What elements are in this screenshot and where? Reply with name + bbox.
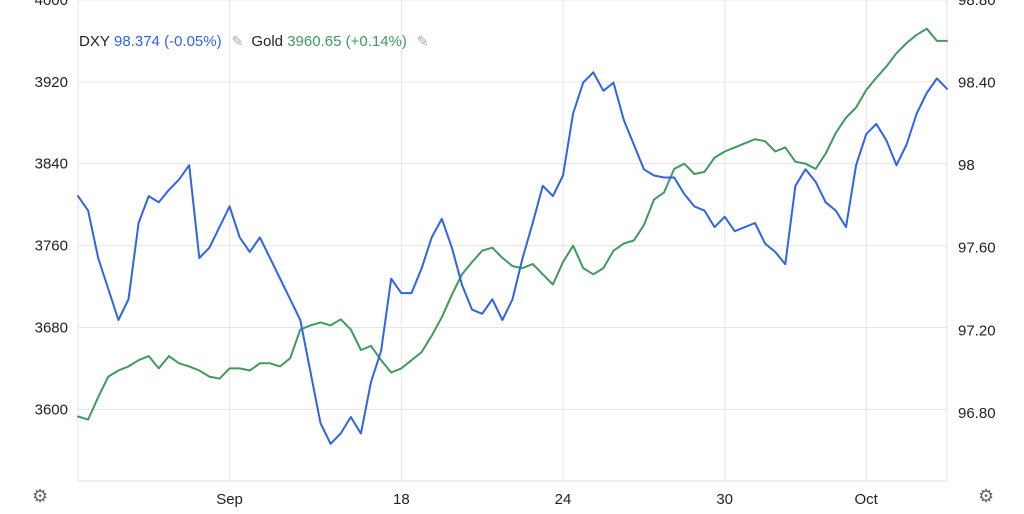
left-axis-tick-label: 3600 bbox=[35, 401, 68, 418]
left-axis-settings-gear-icon[interactable]: ⚙ bbox=[32, 486, 49, 506]
right-axis-tick-label: 98.40 bbox=[958, 75, 996, 92]
x-axis-tick-label: Oct bbox=[854, 491, 878, 508]
series-line-dxy bbox=[77, 71, 948, 445]
series-layer bbox=[77, 27, 948, 445]
edit-dxy-pencil-icon[interactable]: ✎ bbox=[231, 33, 244, 49]
edit-gold-pencil-icon[interactable]: ✎ bbox=[416, 33, 429, 49]
legend-gold-value: 3960.65 bbox=[287, 33, 342, 50]
x-axis-tick-label: 30 bbox=[716, 491, 733, 508]
left-axis-tick-label: 3680 bbox=[35, 319, 68, 336]
legend: DXY 98.374 (-0.05%) ✎ Gold 3960.65 (+0.1… bbox=[79, 33, 437, 50]
grid bbox=[77, 0, 948, 481]
x-axis-tick-label: Sep bbox=[216, 491, 243, 508]
right-axis-settings-gear-icon[interactable]: ⚙ bbox=[978, 486, 995, 506]
right-axis-tick-label: 98.80 bbox=[958, 0, 996, 9]
legend-gold-symbol: Gold bbox=[251, 33, 284, 50]
right-axis-tick-label: 98 bbox=[958, 157, 975, 174]
right-axis-tick-label: 97.60 bbox=[958, 240, 996, 257]
left-axis-tick-label: 3760 bbox=[35, 238, 68, 255]
left-axis-tick-label: 4000 bbox=[35, 0, 68, 9]
right-axis-tick-label: 97.20 bbox=[958, 322, 996, 339]
right-axis-tick-label: 96.80 bbox=[958, 405, 996, 422]
legend-dxy-symbol: DXY bbox=[79, 33, 110, 50]
left-axis-tick-label: 3840 bbox=[35, 156, 68, 173]
legend-dxy-value: 98.374 bbox=[114, 33, 160, 50]
legend-gold-change: (+0.14%) bbox=[345, 33, 407, 50]
x-axis-tick-label: 18 bbox=[393, 491, 410, 508]
left-axis-tick-label: 3920 bbox=[35, 74, 68, 91]
legend-dxy-change: (-0.05%) bbox=[164, 33, 222, 50]
series-line-gold bbox=[77, 27, 948, 421]
x-axis-tick-label: 24 bbox=[555, 491, 572, 508]
tick-labels: 4000 3920 3840 3760 3680 3600 98.80 98.40 98 97.6… bbox=[35, 0, 996, 508]
